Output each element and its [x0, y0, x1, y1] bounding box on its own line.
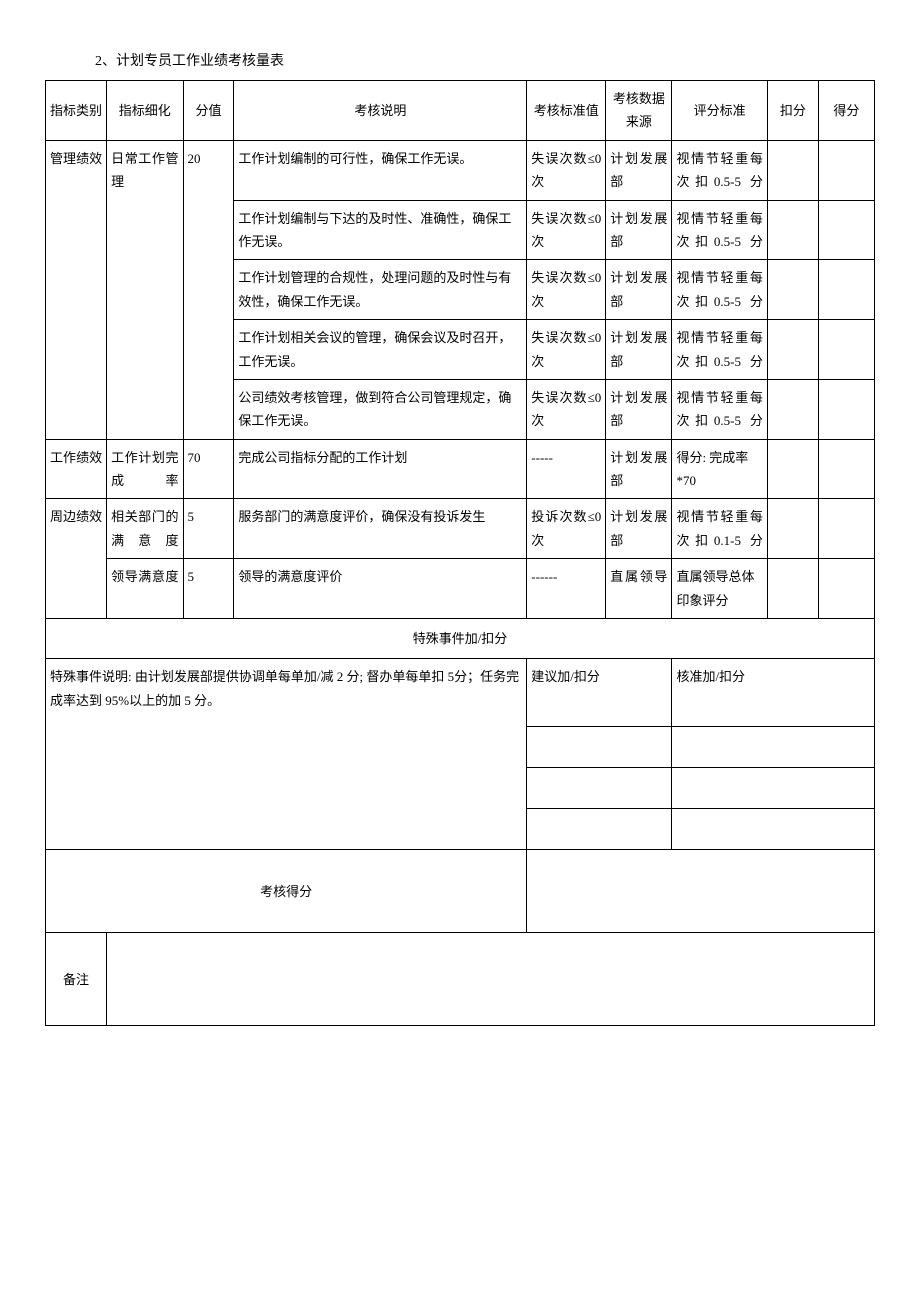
cell-final	[818, 140, 874, 200]
cell-description: 服务部门的满意度评价，确保没有投诉发生	[234, 499, 527, 559]
special-title: 特殊事件加/扣分	[46, 619, 875, 659]
cell-description: 工作计划编制与下达的及时性、准确性，确保工作无误。	[234, 200, 527, 260]
cell-final	[818, 559, 874, 619]
cell-criteria: 视情节轻重每次扣0.5-5 分	[672, 260, 768, 320]
cell-deduction	[767, 379, 818, 439]
cell-detail: 日常工作管理	[107, 140, 183, 439]
cell-source: 直属领导	[606, 559, 672, 619]
cell-description: 完成公司指标分配的工作计划	[234, 439, 527, 499]
cell-final	[818, 379, 874, 439]
suggest-value	[527, 809, 672, 850]
cell-standard: 失误次数≤0 次	[527, 320, 606, 380]
final-score-row: 考核得分	[46, 850, 875, 933]
approve-value	[672, 768, 875, 809]
notes-label: 备注	[46, 933, 107, 1026]
cell-standard: 投诉次数≤0 次	[527, 499, 606, 559]
special-note: 特殊事件说明: 由计划发展部提供协调单每单加/减 2 分; 督办单每单扣 5分；…	[46, 659, 527, 850]
cell-description: 领导的满意度评价	[234, 559, 527, 619]
cell-deduction	[767, 320, 818, 380]
cell-standard: 失误次数≤0 次	[527, 140, 606, 200]
final-score-value	[527, 850, 875, 933]
cell-deduction	[767, 439, 818, 499]
header-row: 指标类别 指标细化 分值 考核说明 考核标准值 考核数据来源 评分标准 扣分 得…	[46, 81, 875, 141]
header-standard: 考核标准值	[527, 81, 606, 141]
cell-final	[818, 200, 874, 260]
header-score: 分值	[183, 81, 234, 141]
header-deduction: 扣分	[767, 81, 818, 141]
cell-source: 计划发展部	[606, 140, 672, 200]
cell-deduction	[767, 559, 818, 619]
table-row: 管理绩效 日常工作管理 20 工作计划编制的可行性，确保工作无误。 失误次数≤0…	[46, 140, 875, 200]
table-row: 领导满意度 5 领导的满意度评价 ------ 直属领导 直属领导总体印象评分	[46, 559, 875, 619]
notes-value	[107, 933, 875, 1026]
cell-criteria: 得分: 完成率*70	[672, 439, 768, 499]
cell-source: 计划发展部	[606, 200, 672, 260]
approve-value	[672, 809, 875, 850]
cell-score: 5	[183, 559, 234, 619]
cell-score: 5	[183, 499, 234, 559]
notes-row: 备注	[46, 933, 875, 1026]
cell-standard: ------	[527, 559, 606, 619]
cell-final	[818, 499, 874, 559]
header-criteria: 评分标准	[672, 81, 768, 141]
cell-standard: 失误次数≤0 次	[527, 200, 606, 260]
header-category: 指标类别	[46, 81, 107, 141]
cell-deduction	[767, 140, 818, 200]
cell-description: 工作计划编制的可行性，确保工作无误。	[234, 140, 527, 200]
suggest-value	[527, 768, 672, 809]
header-source: 考核数据来源	[606, 81, 672, 141]
cell-criteria: 视情节轻重每次扣0.5-5 分	[672, 140, 768, 200]
cell-source: 计划发展部	[606, 439, 672, 499]
cell-criteria: 视情节轻重每次扣0.5-5 分	[672, 379, 768, 439]
suggest-value	[527, 727, 672, 768]
table-row: 工作绩效 工作计划完成率 70 完成公司指标分配的工作计划 ----- 计划发展…	[46, 439, 875, 499]
cell-final	[818, 439, 874, 499]
cell-standard: 失误次数≤0 次	[527, 379, 606, 439]
cell-final	[818, 320, 874, 380]
page-title: 2、计划专员工作业绩考核量表	[45, 50, 875, 70]
cell-category: 工作绩效	[46, 439, 107, 499]
header-final: 得分	[818, 81, 874, 141]
cell-score: 20	[183, 140, 234, 439]
cell-standard: -----	[527, 439, 606, 499]
cell-description: 公司绩效考核管理，做到符合公司管理规定，确保工作无误。	[234, 379, 527, 439]
approve-label: 核准加/扣分	[672, 659, 875, 727]
cell-criteria: 视情节轻重每次扣0.5-5 分	[672, 320, 768, 380]
cell-score: 70	[183, 439, 234, 499]
cell-source: 计划发展部	[606, 379, 672, 439]
cell-detail: 相关部门的满意度	[107, 499, 183, 559]
cell-deduction	[767, 200, 818, 260]
cell-standard: 失误次数≤0 次	[527, 260, 606, 320]
cell-criteria: 直属领导总体印象评分	[672, 559, 768, 619]
table-row: 周边绩效 相关部门的满意度 5 服务部门的满意度评价，确保没有投诉发生 投诉次数…	[46, 499, 875, 559]
cell-source: 计划发展部	[606, 499, 672, 559]
cell-description: 工作计划相关会议的管理，确保会议及时召开，工作无误。	[234, 320, 527, 380]
cell-final	[818, 260, 874, 320]
suggest-label: 建议加/扣分	[527, 659, 672, 727]
cell-criteria: 视情节轻重每次扣0.1-5 分	[672, 499, 768, 559]
special-section-header: 特殊事件加/扣分	[46, 619, 875, 659]
cell-source: 计划发展部	[606, 260, 672, 320]
cell-criteria: 视情节轻重每次扣0.5-5 分	[672, 200, 768, 260]
cell-detail: 工作计划完成率	[107, 439, 183, 499]
cell-detail: 领导满意度	[107, 559, 183, 619]
approve-value	[672, 727, 875, 768]
assessment-table: 指标类别 指标细化 分值 考核说明 考核标准值 考核数据来源 评分标准 扣分 得…	[45, 80, 875, 1026]
special-note-row: 特殊事件说明: 由计划发展部提供协调单每单加/减 2 分; 督办单每单扣 5分；…	[46, 659, 875, 727]
cell-category: 管理绩效	[46, 140, 107, 439]
final-score-label: 考核得分	[46, 850, 527, 933]
cell-source: 计划发展部	[606, 320, 672, 380]
cell-deduction	[767, 260, 818, 320]
header-description: 考核说明	[234, 81, 527, 141]
cell-category: 周边绩效	[46, 499, 107, 619]
cell-deduction	[767, 499, 818, 559]
header-detail: 指标细化	[107, 81, 183, 141]
cell-description: 工作计划管理的合规性，处理问题的及时性与有效性，确保工作无误。	[234, 260, 527, 320]
